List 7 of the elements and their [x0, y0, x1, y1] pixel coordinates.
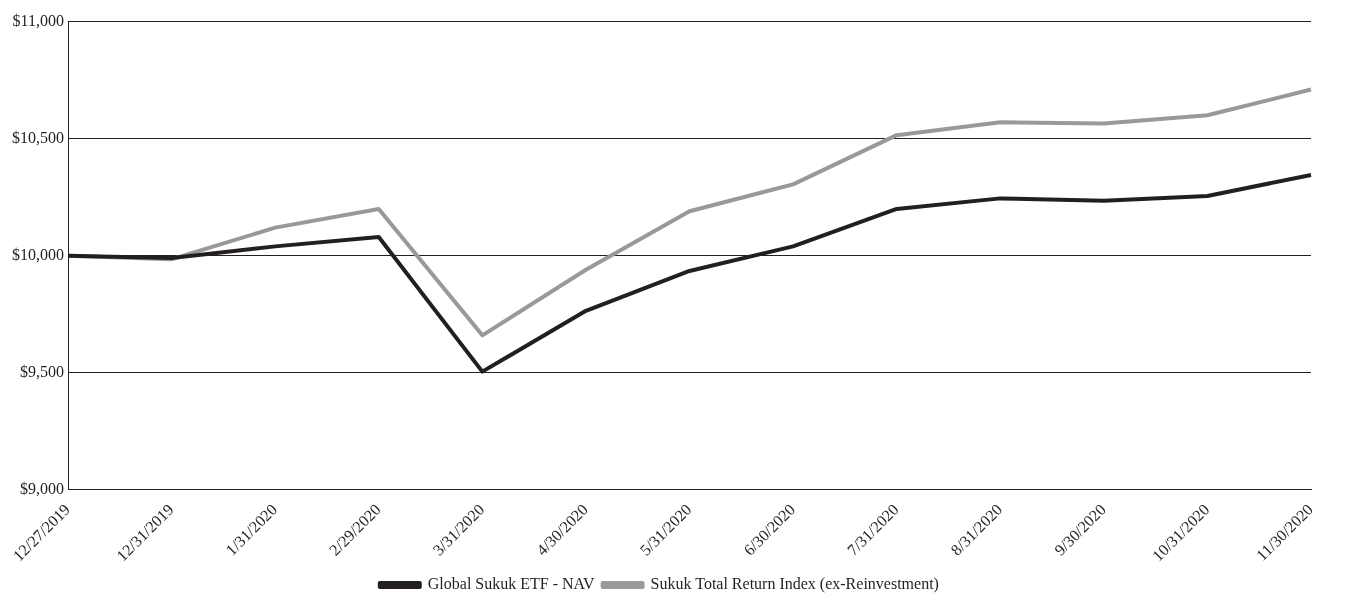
y-tick-label: $11,000 [12, 11, 64, 29]
legend-label: Global Sukuk ETF - NAV [427, 575, 596, 593]
legend-label: Sukuk Total Return Index (ex-Reinvestment) [650, 575, 939, 594]
y-tick-label: $10,000 [12, 245, 64, 263]
y-tick-label: $9,000 [20, 480, 64, 498]
y-tick-label: $9,500 [20, 363, 64, 381]
y-tick-label: $10,500 [12, 128, 64, 146]
